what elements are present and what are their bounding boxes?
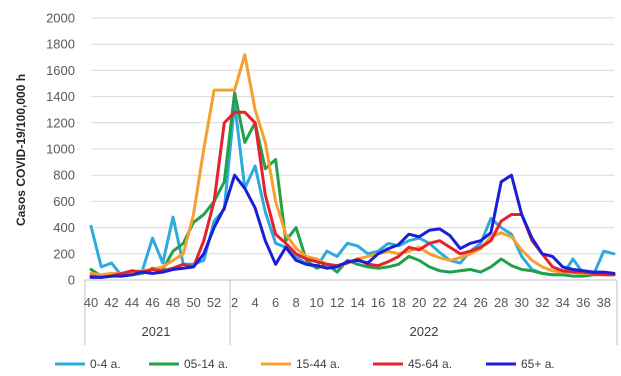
y-tick-label: 200 [53, 246, 75, 261]
series-line [89, 110, 616, 279]
x-tick-label: 4 [251, 295, 258, 310]
series-line [89, 101, 616, 278]
y-tick-label: 800 [53, 168, 75, 183]
y-tick-label: 400 [53, 220, 75, 235]
y-tick-label: 1000 [46, 142, 75, 157]
x-tick-label: 46 [145, 295, 159, 310]
y-tick-label: 0 [68, 273, 75, 288]
x-tick-label: 22 [432, 295, 446, 310]
x-tick-label: 30 [514, 295, 528, 310]
y-tick-label: 1600 [46, 63, 75, 78]
x-tick-label: 14 [350, 295, 364, 310]
year-label: 2021 [142, 324, 171, 339]
x-tick-label: 26 [473, 295, 487, 310]
x-tick-label: 6 [272, 295, 279, 310]
legend-label: 65+ a. [521, 357, 555, 371]
x-tick-label: 16 [371, 295, 385, 310]
legend-label: 0-4 a. [90, 357, 121, 371]
x-tick-label: 38 [597, 295, 611, 310]
year-label: 2022 [410, 324, 439, 339]
x-tick-label: 10 [309, 295, 323, 310]
y-tick-label: 1400 [46, 89, 75, 104]
y-tick-label: 600 [53, 194, 75, 209]
legend-label: 45-64 a. [408, 357, 452, 371]
y-tick-label: 1800 [46, 37, 75, 52]
y-tick-label: 1200 [46, 115, 75, 130]
x-tick-label: 40 [84, 295, 98, 310]
y-axis-label: Casos COVID-19/100,000 h [14, 74, 28, 226]
x-tick-label: 44 [125, 295, 139, 310]
legend-label: 05-14 a. [184, 357, 228, 371]
legend: 0-4 a. 05-14 a. 15-44 a. 45-64 a. 65+ a. [55, 357, 555, 371]
x-tick-label: 8 [292, 295, 299, 310]
series-line [89, 91, 616, 278]
series-layer [89, 53, 616, 279]
x-tick-label: 48 [166, 295, 180, 310]
x-tick-label: 2 [231, 295, 238, 310]
x-tick-label: 34 [555, 295, 569, 310]
y-tick-label: 2000 [46, 11, 75, 26]
x-tick-label: 18 [391, 295, 405, 310]
axis-layer: 0 200 400 600 800 1000 1200 1400 1600 1800 2000 40 4… [46, 11, 618, 345]
x-tick-label: 20 [412, 295, 426, 310]
x-tick-label: 50 [186, 295, 200, 310]
x-tick-label: 32 [535, 295, 549, 310]
x-tick-label: 24 [453, 295, 467, 310]
x-tick-label: 36 [576, 295, 590, 310]
legend-label: 15-44 a. [296, 357, 340, 371]
x-tick-label: 12 [330, 295, 344, 310]
series-line [89, 173, 616, 279]
x-tick-label: 28 [494, 295, 508, 310]
x-tick-label: 42 [104, 295, 118, 310]
grid-layer [91, 17, 614, 281]
x-tick-label: 52 [207, 295, 221, 310]
